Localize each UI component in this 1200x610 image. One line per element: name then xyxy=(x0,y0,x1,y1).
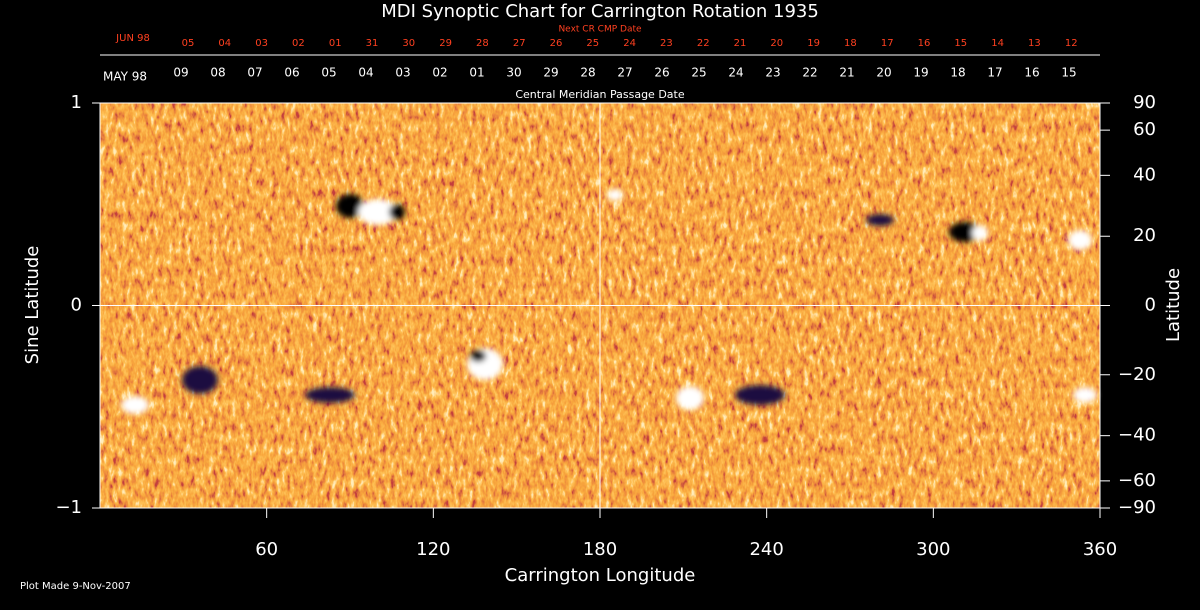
next-cmp-date: 28 xyxy=(476,38,489,49)
active-regions xyxy=(121,189,1097,414)
next-cmp-date: 18 xyxy=(844,38,857,49)
next-cmp-month: JUN 98 xyxy=(115,33,150,44)
x-tick-label: 360 xyxy=(1083,539,1117,560)
next-cmp-date: 12 xyxy=(1065,38,1078,49)
y2-tick-label: −40 xyxy=(1118,425,1156,446)
y2-tick-label: 60 xyxy=(1133,119,1156,140)
y2-tick-label: 0 xyxy=(1145,295,1156,316)
cmp-date: 26 xyxy=(654,66,669,80)
y-tick-label: 0 xyxy=(71,295,82,316)
cmp-date: 04 xyxy=(358,66,373,80)
next-cmp-date: 17 xyxy=(881,38,894,49)
cmp-date: 06 xyxy=(284,66,299,80)
next-cmp-date: 29 xyxy=(439,38,452,49)
x-axis-label: Carrington Longitude xyxy=(505,565,696,586)
cmp-date: 24 xyxy=(728,66,743,80)
y2-tick-label: −20 xyxy=(1118,364,1156,385)
cmp-date: 16 xyxy=(1024,66,1039,80)
y2-tick-label: 20 xyxy=(1133,225,1156,246)
x-tick-label: 180 xyxy=(583,539,617,560)
next-cmp-date: 20 xyxy=(770,38,783,49)
chart-title: MDI Synoptic Chart for Carrington Rotati… xyxy=(381,1,819,22)
next-cmp-date: 05 xyxy=(182,38,195,49)
cmp-month: MAY 98 xyxy=(103,70,147,84)
next-cmp-date: 25 xyxy=(586,38,599,49)
cmp-label: Central Meridian Passage Date xyxy=(515,88,684,101)
cmp-date: 22 xyxy=(802,66,817,80)
x-tick-label: 300 xyxy=(916,539,950,560)
cmp-date: 15 xyxy=(1061,66,1076,80)
cmp-date: 03 xyxy=(395,66,410,80)
next-cmp-date: 24 xyxy=(623,38,636,49)
next-cmp-date: 13 xyxy=(1028,38,1041,49)
x-tick-label: 120 xyxy=(416,539,450,560)
next-cmp-date: 03 xyxy=(255,38,268,49)
next-cmp-date: 14 xyxy=(991,38,1004,49)
cmp-date: 29 xyxy=(543,66,558,80)
next-cmp-date: 16 xyxy=(918,38,931,49)
next-cmp-date: 15 xyxy=(954,38,967,49)
next-cmp-label: Next CR CMP Date xyxy=(558,25,642,35)
cmp-date: 23 xyxy=(765,66,780,80)
cmp-date: 19 xyxy=(913,66,928,80)
next-cmp-date: 04 xyxy=(218,38,231,49)
cmp-date: 27 xyxy=(617,66,632,80)
y2-tick-label: −90 xyxy=(1118,497,1156,518)
cmp-date: 21 xyxy=(839,66,854,80)
next-cmp-date: 01 xyxy=(329,38,342,49)
cmp-date: 07 xyxy=(247,66,262,80)
y2-tick-label: −60 xyxy=(1118,470,1156,491)
next-cmp-date: 30 xyxy=(402,38,415,49)
next-cmp-date: 27 xyxy=(513,38,526,49)
next-cmp-date: 22 xyxy=(697,38,710,49)
cmp-date: 28 xyxy=(580,66,595,80)
y-tick-label: 1 xyxy=(71,92,82,113)
y-tick-label: −1 xyxy=(55,497,82,518)
cmp-date: 17 xyxy=(987,66,1002,80)
cmp-date: 30 xyxy=(506,66,521,80)
next-cmp-date: 02 xyxy=(292,38,305,49)
y2-tick-label: 40 xyxy=(1133,164,1156,185)
x-tick-label: 60 xyxy=(255,539,278,560)
y2-tick-label: 90 xyxy=(1133,92,1156,113)
cmp-date: 25 xyxy=(691,66,706,80)
footer: Plot Made 9-Nov-2007 xyxy=(20,581,131,592)
next-cmp-date: 19 xyxy=(807,38,820,49)
next-cmp-date: 21 xyxy=(734,38,747,49)
y2-axis-label: Latitude xyxy=(1163,268,1184,342)
next-cmp-date: 31 xyxy=(366,38,379,49)
cmp-date: 08 xyxy=(210,66,225,80)
y-axis-label: Sine Latitude xyxy=(22,246,43,365)
cmp-date: 18 xyxy=(950,66,965,80)
cmp-date: 01 xyxy=(469,66,484,80)
cmp-date: 20 xyxy=(876,66,891,80)
cmp-date: 02 xyxy=(432,66,447,80)
next-cmp-date: 26 xyxy=(550,38,563,49)
cmp-date: 09 xyxy=(173,66,188,80)
x-tick-label: 240 xyxy=(749,539,783,560)
cmp-date: 05 xyxy=(321,66,336,80)
next-cmp-date: 23 xyxy=(660,38,673,49)
